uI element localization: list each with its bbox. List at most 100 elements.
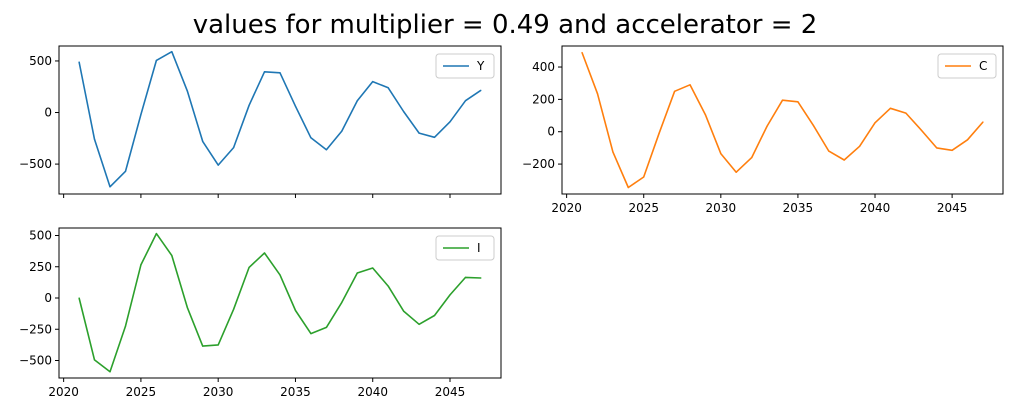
data-point [140, 114, 142, 116]
data-point [766, 125, 768, 127]
subplot-y: 500 0 −500 Y [19, 45, 502, 198]
data-point [248, 266, 250, 268]
x-tick-label: 2040 [860, 201, 891, 215]
data-point [418, 323, 420, 325]
data-point [464, 100, 467, 102]
axes-frame [561, 45, 1004, 195]
data-point [751, 157, 753, 159]
data-point [874, 122, 876, 124]
data-point [109, 371, 111, 373]
x-tick-label: 2025 [628, 201, 659, 215]
data-point [202, 345, 204, 347]
legend-label: C [979, 59, 987, 73]
x-tick-label: 2035 [783, 201, 814, 215]
x-tick-label: 2045 [937, 201, 968, 215]
data-point [202, 140, 204, 142]
y-tick-label: 400 [532, 60, 555, 74]
data-point [464, 276, 467, 278]
data-point [418, 132, 420, 134]
data-point [310, 333, 312, 335]
y-tick-label: 500 [29, 229, 52, 243]
data-point [812, 124, 814, 126]
subplot-c: 2020 2025 2030 2035 2040 2045 400 200 0 −200 C [522, 45, 1004, 215]
data-point [704, 114, 707, 116]
data-point [93, 359, 96, 361]
y-tick-label: 0 [44, 291, 52, 305]
data-point [982, 121, 984, 123]
data-point [627, 186, 629, 189]
data-point [155, 233, 157, 235]
x-tick-label: 2025 [126, 385, 157, 399]
data-point [294, 309, 297, 312]
data-point [643, 176, 645, 178]
data-point [480, 277, 482, 279]
data-point [186, 90, 188, 92]
data-point [480, 89, 482, 91]
y-tick-label: 0 [44, 106, 52, 120]
data-point [612, 151, 614, 153]
data-point [403, 110, 405, 113]
data-point [325, 326, 327, 328]
y-tick-label: 500 [29, 54, 52, 68]
x-tick-label: 2035 [280, 385, 311, 399]
y-tick-label: −500 [19, 157, 52, 171]
data-point [433, 136, 436, 138]
data-point [248, 104, 250, 106]
data-point [233, 308, 235, 310]
data-point [279, 72, 281, 74]
data-point [689, 84, 691, 86]
data-point [951, 149, 953, 151]
data-point [217, 164, 219, 166]
data-point [905, 112, 907, 114]
data-point [920, 129, 922, 131]
data-point [828, 150, 830, 152]
data-point [735, 171, 737, 173]
data-point [171, 51, 173, 53]
x-tick-label: 2030 [706, 201, 737, 215]
data-point [781, 99, 784, 101]
data-point [124, 170, 127, 172]
data-point [966, 139, 969, 141]
data-point [263, 252, 266, 254]
data-point [859, 145, 861, 147]
data-point [78, 61, 80, 63]
x-tick-label: 2040 [357, 385, 388, 399]
data-point [674, 90, 676, 92]
y-tick-label: 0 [547, 125, 555, 139]
data-point [596, 93, 599, 95]
data-point [449, 121, 451, 123]
data-point [140, 264, 142, 266]
data-point [294, 105, 297, 107]
data-point [93, 138, 96, 140]
data-point [124, 325, 127, 327]
legend-label: I [477, 241, 481, 255]
axes-frame [58, 227, 502, 379]
data-point [356, 272, 358, 274]
data-point [449, 294, 451, 296]
data-point [387, 87, 389, 89]
data-point [233, 147, 235, 149]
data-point [372, 81, 374, 83]
data-point [889, 107, 892, 109]
data-point [217, 344, 219, 346]
data-point [433, 314, 436, 317]
y-tick-label: 250 [29, 260, 52, 274]
y-tick-label: −500 [19, 354, 52, 368]
data-point [581, 51, 583, 54]
data-point [186, 306, 188, 308]
data-point [78, 297, 80, 299]
x-tick-label: 2045 [435, 385, 466, 399]
y-tick-label: −200 [522, 157, 555, 171]
data-point [372, 267, 374, 269]
data-point [658, 132, 660, 134]
data-point [403, 310, 405, 312]
data-point [341, 130, 343, 132]
data-point [356, 100, 358, 102]
x-tick-label: 2020 [551, 201, 582, 215]
data-point [387, 285, 389, 287]
data-point [720, 153, 722, 155]
y-tick-label: −250 [19, 322, 52, 336]
data-point [109, 186, 111, 188]
data-point [310, 137, 312, 139]
